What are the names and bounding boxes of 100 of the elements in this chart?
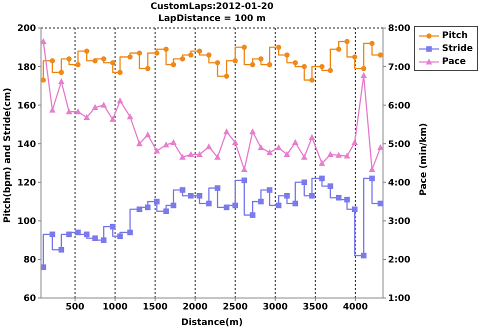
point: [309, 192, 315, 199]
point: [214, 154, 221, 160]
point: [319, 176, 325, 182]
x-tick-label: 3500: [302, 302, 328, 312]
point: [360, 252, 366, 258]
point: [301, 154, 308, 160]
point: [188, 192, 194, 199]
point: [336, 152, 342, 158]
point: [110, 116, 116, 122]
point: [206, 52, 212, 58]
point: [319, 64, 325, 70]
y-tick-label: 120: [17, 178, 36, 188]
point: [162, 141, 170, 148]
point: [284, 52, 290, 58]
point: [92, 104, 98, 110]
point: [101, 56, 106, 62]
point: [284, 151, 290, 158]
point: [336, 194, 342, 201]
point: [100, 237, 107, 243]
point: [41, 77, 46, 83]
point: [352, 54, 358, 60]
y2-axis-title: Pace (min/km): [419, 123, 430, 196]
y-tick-label: 140: [17, 140, 36, 150]
point: [58, 78, 65, 84]
point: [127, 54, 133, 60]
point: [180, 56, 186, 62]
x-tick-label: 500: [66, 302, 84, 312]
point: [328, 183, 334, 189]
point: [84, 48, 90, 54]
point: [369, 176, 375, 182]
point: [344, 152, 350, 159]
point: [92, 235, 98, 242]
point: [144, 131, 151, 138]
point: [318, 160, 326, 166]
point: [92, 58, 98, 64]
x-tick-label: 2000: [182, 302, 208, 312]
point: [336, 46, 342, 52]
point: [258, 144, 264, 150]
point: [136, 140, 143, 146]
y-tick-label: 200: [17, 24, 36, 34]
y-tick-label: 180: [17, 62, 36, 73]
y2-tick-label: 4:00: [388, 178, 410, 188]
point: [66, 232, 72, 238]
point: [250, 212, 256, 218]
point: [249, 128, 256, 134]
chart-subtitle: LapDistance = 100 m: [157, 13, 267, 25]
point: [75, 230, 81, 236]
point: [369, 40, 375, 46]
y2-tick-label: 3:00: [388, 217, 410, 228]
point: [292, 60, 298, 66]
point: [352, 206, 358, 212]
point: [75, 62, 81, 68]
x-tick-label: 1500: [142, 302, 168, 312]
point: [276, 202, 282, 208]
point: [110, 224, 116, 230]
point: [66, 56, 72, 62]
point: [266, 187, 272, 193]
point: [258, 56, 264, 62]
point: [84, 232, 90, 238]
point: [224, 204, 230, 210]
y-tick-label: 80: [23, 256, 36, 266]
y2-tick-label: 5:00: [388, 140, 410, 150]
point: [145, 66, 150, 72]
y2-tick-label: 2:00: [388, 256, 410, 266]
point: [170, 202, 176, 208]
point: [214, 60, 220, 66]
point: [154, 50, 160, 56]
y2-tick-label: 1:00: [388, 294, 410, 304]
point: [144, 204, 151, 210]
point: [344, 38, 350, 44]
point: [58, 70, 64, 75]
point: [224, 74, 230, 79]
point: [308, 134, 316, 140]
point: [126, 113, 134, 120]
point: [196, 151, 203, 158]
point: [250, 62, 256, 68]
point: [344, 196, 350, 202]
y-axis-title: Pitch(bpm) and Stride(cm): [3, 88, 14, 223]
point: [154, 148, 160, 154]
point: [309, 77, 315, 83]
point: [117, 233, 123, 240]
point: [100, 102, 107, 108]
point: [179, 154, 186, 160]
point: [360, 72, 367, 78]
point: [170, 62, 176, 68]
point: [41, 264, 46, 270]
point: [110, 60, 116, 66]
point: [170, 139, 177, 146]
x-tick-label: 1000: [102, 302, 128, 312]
x-tick-label: 4000: [342, 302, 368, 312]
point: [223, 128, 230, 134]
point: [368, 166, 376, 172]
legend-label: Stride: [442, 44, 473, 54]
point: [302, 64, 307, 70]
point: [188, 151, 194, 158]
point: [50, 232, 56, 238]
legend-label: Pace: [442, 56, 466, 66]
point: [241, 178, 248, 184]
point: [352, 139, 358, 146]
point: [275, 144, 282, 150]
